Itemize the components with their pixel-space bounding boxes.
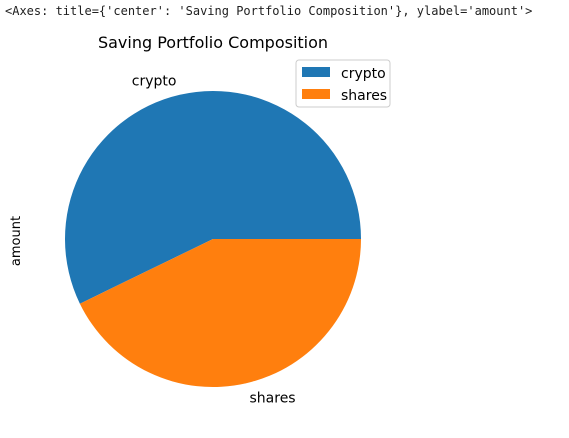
pie-slice-crypto: [65, 91, 361, 304]
legend-swatch-shares: [302, 89, 330, 99]
y-axis-label: amount: [9, 216, 24, 266]
chart-title: Saving Portfolio Composition: [98, 33, 328, 52]
legend-swatch-crypto: [302, 67, 330, 77]
pie-slice-shares: [79, 239, 361, 387]
pie-label-shares: shares: [250, 391, 296, 407]
pie-label-crypto: crypto: [132, 73, 177, 89]
pie-slice-labels: crypto shares: [132, 73, 296, 406]
pie-slices: [65, 91, 361, 387]
legend: crypto shares: [295, 59, 391, 108]
legend-label-shares: shares: [341, 88, 387, 104]
axes-repr-text: <Axes: title={'center': 'Saving Portfoli…: [5, 4, 533, 18]
legend-label-crypto: crypto: [341, 66, 386, 82]
